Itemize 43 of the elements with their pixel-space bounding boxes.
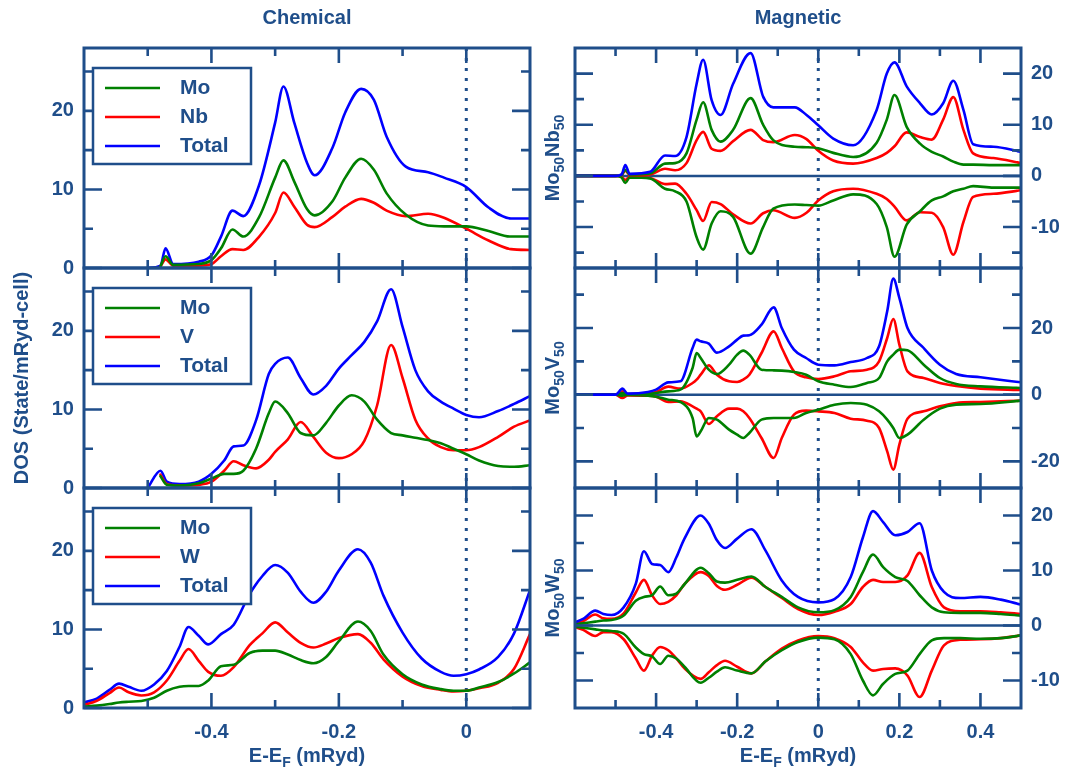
legend-label: Mo [180,514,211,538]
y-axis-title: Mo50Nb50 [540,114,567,202]
y-tick-label: 10 [51,396,74,419]
x-tick-label: 0.2 [885,719,914,742]
legend-label: Total [180,352,229,376]
legend-label: Total [180,572,229,596]
legend-label: Total [180,132,229,156]
chart-title: Chemical [262,5,352,28]
y-tick-label: 0 [62,255,74,278]
legend-label: Mo [180,74,211,98]
y-tick-label: 0 [62,475,74,498]
x-tick-label: 0 [812,719,824,742]
y-tick-label: 20 [1031,61,1054,84]
y-tick-label: 20 [51,538,74,561]
x-tick-label: 0.4 [966,719,996,742]
x-tick-label: -0.2 [719,719,755,742]
y-tick-label: 0 [62,695,74,718]
x-tick-label: -0.4 [194,719,230,742]
y-tick-label: 0 [1031,382,1043,405]
y-tick-label: 0 [1031,613,1043,636]
y-tick-label: 20 [1031,315,1054,338]
y-axis-title: Mo50W50 [540,558,567,638]
legend-label: V [180,323,195,347]
y-tick-label: 10 [51,176,74,199]
y-tick-label: 20 [51,98,74,121]
y-tick-label: -10 [1031,668,1060,691]
x-tick-label: -0.2 [321,719,357,742]
y-tick-label: -20 [1031,448,1060,471]
y-tick-label: 10 [51,616,74,639]
y-tick-label: 20 [51,318,74,341]
y-tick-label: -10 [1031,214,1060,237]
y-tick-label: 10 [1031,112,1054,135]
y-tick-label: 20 [1031,503,1054,526]
x-tick-label: -0.4 [638,719,675,742]
legend-label: Nb [180,103,208,127]
y-axis-title: DOS (State/mRyd-cell) [9,271,32,485]
y-axis-title: Mo50V50 [540,341,567,415]
chart-title: Magnetic [754,5,842,28]
x-tick-label: 0 [460,719,472,742]
y-tick-label: 0 [1031,163,1043,186]
legend-label: Mo [180,294,211,318]
legend-label: W [180,543,200,567]
y-tick-label: 10 [1031,558,1054,581]
